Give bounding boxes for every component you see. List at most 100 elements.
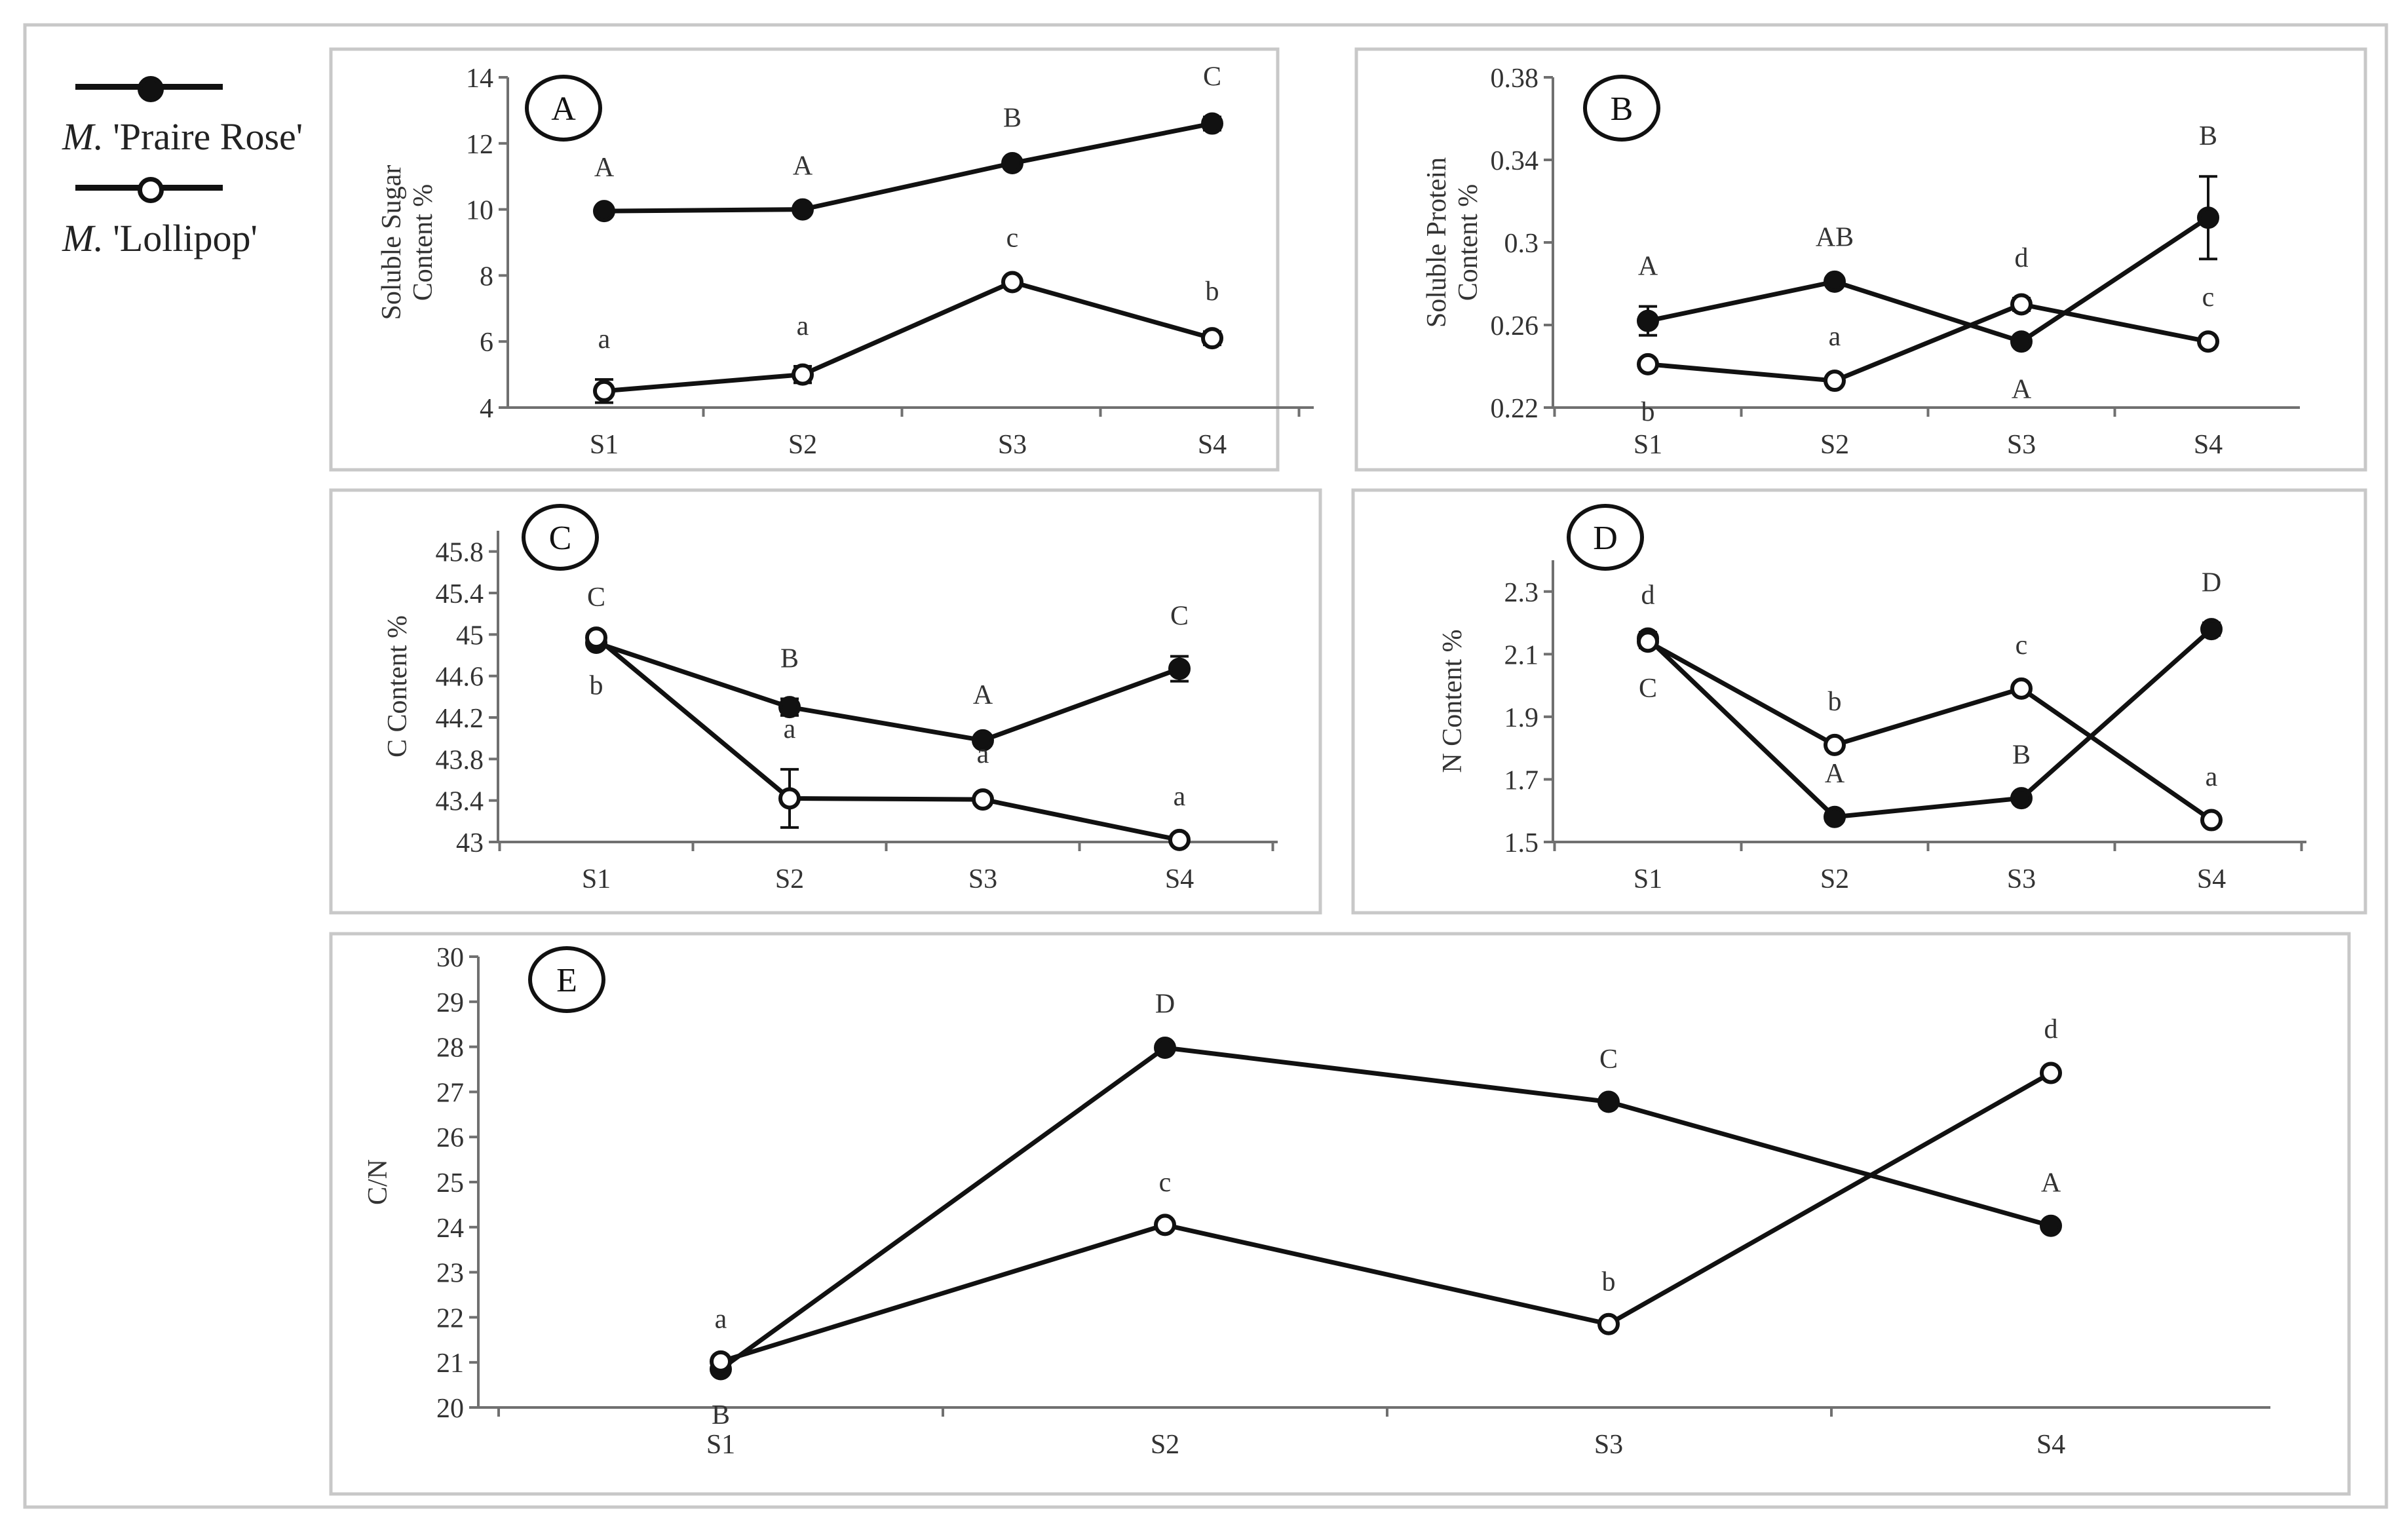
data-point (778, 787, 801, 810)
y-tick-label: 45.4 (436, 579, 484, 609)
significance-label: a (1829, 322, 1841, 352)
outer-border (23, 23, 2388, 1509)
y-tick-label: 45 (456, 621, 484, 651)
significance-label: A (2012, 375, 2032, 405)
chart-panel-b: 0.22 0.26 0.3 0.34 0.38 S1 S2 S3 S4 Soluble Prote… (1354, 47, 2367, 472)
y-tick-label: 43 (456, 828, 484, 858)
y-tick-label: 1.7 (1504, 765, 1539, 795)
significance-label: c (2016, 630, 2028, 660)
data-point (1168, 657, 1191, 680)
data-point (593, 379, 615, 402)
series-line (1647, 216, 2209, 344)
significance-label: b (1602, 1267, 1616, 1297)
y-tick-label: 2.3 (1504, 578, 1539, 608)
panel-label-circle (525, 75, 602, 142)
data-point (972, 729, 994, 752)
significance-label: c (1006, 223, 1019, 253)
series-line (603, 121, 1213, 214)
y-tick-label: 6 (480, 328, 493, 358)
y-tick-label: 10 (466, 196, 493, 226)
data-point (593, 200, 615, 223)
x-tick-label: S2 (788, 430, 817, 460)
data-point (1824, 805, 1846, 828)
legend: M. 'Praire Rose' M. 'Lollipop' (46, 59, 321, 295)
x-tick-label: S3 (1594, 1430, 1623, 1460)
data-point (1154, 1214, 1176, 1236)
y-tick-label: 24 (436, 1214, 464, 1244)
significance-label: c (1159, 1168, 1172, 1198)
y-tick-label: 25 (436, 1168, 464, 1198)
data-point (710, 1350, 732, 1373)
data-point (2010, 330, 2033, 353)
data-point (1001, 152, 1023, 175)
y-axis-label: C Content % (383, 615, 413, 757)
y-tick-label: 0.3 (1504, 229, 1539, 259)
x-tick-label: S4 (2194, 430, 2223, 460)
significance-label: a (715, 1304, 727, 1334)
legend-label-lollipop-prefix: M. (62, 217, 104, 259)
data-point (778, 696, 801, 719)
panel-label: C (549, 520, 572, 557)
data-point (2010, 787, 2033, 810)
x-tick-label: S2 (1820, 864, 1849, 894)
x-tick-label: S2 (1151, 1430, 1179, 1460)
significance-label: B (2199, 121, 2217, 151)
significance-label: D (2202, 568, 2221, 598)
y-tick-label: 0.22 (1491, 394, 1539, 424)
y-tick-label: 4 (480, 394, 493, 424)
data-point (2010, 677, 2033, 700)
series-line (1647, 640, 2213, 822)
significance-label: b (1828, 687, 1842, 717)
data-point (1824, 370, 1846, 392)
data-point (1824, 270, 1846, 293)
panel-label-circle (1567, 504, 1644, 571)
legend-label-praire-rose-prefix: M. (62, 115, 104, 158)
y-axis-label: Soluble Sugar (377, 165, 407, 320)
legend-label-lollipop: M. 'Lollipop' (62, 216, 258, 260)
significance-label: a (797, 311, 809, 341)
significance-label: b (1206, 277, 1219, 307)
significance-label: A (973, 680, 993, 710)
series-line (603, 279, 1213, 394)
x-tick-label: S3 (2007, 864, 2036, 894)
x-tick-label: S3 (968, 864, 997, 894)
series-line (719, 1045, 2052, 1371)
panel-border (1351, 488, 2367, 915)
significance-label: d (1641, 581, 1655, 611)
series-line (1647, 302, 2209, 383)
y-axis-label: Content % (1453, 184, 1483, 301)
y-tick-label: 44.6 (436, 662, 484, 693)
significance-label: B (712, 1400, 730, 1430)
y-tick-label: 23 (436, 1259, 464, 1289)
data-point (1597, 1312, 1620, 1335)
y-tick-label: 29 (436, 988, 464, 1018)
significance-label: B (2012, 740, 2031, 770)
panel-label: B (1611, 90, 1634, 128)
series-line (1646, 627, 2213, 820)
y-tick-label: 22 (436, 1303, 464, 1333)
legend-label-lollipop-name: 'Lollipop' (113, 217, 258, 259)
x-tick-label: S1 (590, 430, 619, 460)
significance-label: c (2202, 282, 2215, 313)
data-point (792, 363, 814, 386)
data-point (1637, 309, 1659, 332)
data-point (2010, 293, 2033, 316)
significance-label: d (2015, 243, 2029, 273)
chart-panel-d: 1.5 1.7 1.9 2.1 2.3 S1 S2 S3 S4 N Content % C A B Dd b… (1351, 488, 2367, 915)
significance-label: A (594, 153, 615, 183)
panel-border (329, 488, 1322, 915)
significance-label: C (587, 583, 605, 613)
y-tick-label: 14 (466, 64, 493, 94)
panel-label: E (556, 962, 577, 999)
series-line (594, 636, 1180, 843)
significance-label: a (784, 714, 796, 744)
y-tick-label: 44.2 (436, 704, 484, 734)
data-point (1201, 112, 1223, 135)
data-point (2197, 330, 2219, 353)
y-tick-label: 1.5 (1504, 828, 1539, 858)
data-point (1168, 828, 1191, 851)
data-point (792, 198, 814, 221)
y-tick-label: 1.9 (1504, 703, 1539, 733)
significance-label: a (977, 739, 989, 769)
